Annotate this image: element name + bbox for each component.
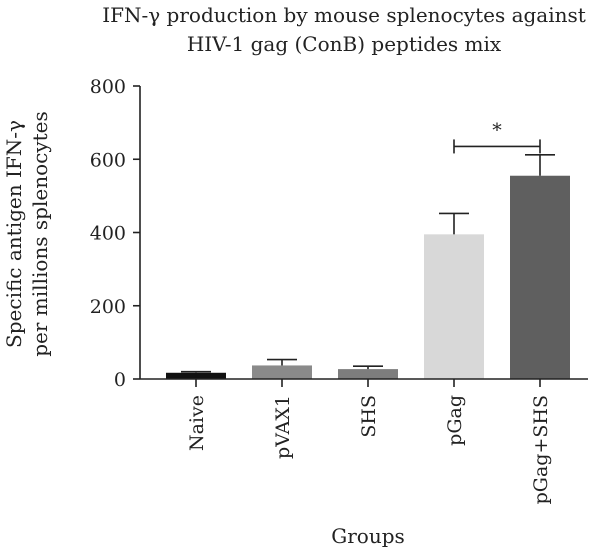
category-label-1: pVAX1 — [272, 395, 294, 459]
bar-0 — [166, 372, 226, 379]
chart-title-line-1: IFN-γ production by mouse splenocytes ag… — [102, 3, 586, 27]
bar-3 — [424, 234, 484, 379]
y-tick-label-2: 400 — [90, 223, 126, 245]
chart-title-line-2: HIV-1 gag (ConB) peptides mix — [187, 32, 502, 56]
significance-label: * — [492, 119, 502, 141]
plot-area: 0 200 400 600 800 Naive pVAX1 SHS pGag pGag+SHS * — [90, 76, 588, 504]
bar-2 — [338, 369, 398, 379]
y-tick-label-1: 200 — [90, 296, 126, 318]
y-axis-label: Specific antigen IFN-γ per millions sple… — [2, 111, 52, 357]
category-label-2: SHS — [358, 395, 380, 438]
y-axis-label-line-1: Specific antigen IFN-γ — [2, 120, 26, 348]
chart-title: IFN-γ production by mouse splenocytes ag… — [102, 3, 586, 56]
y-tick-label-4: 800 — [90, 76, 126, 98]
y-tick-label-3: 600 — [90, 149, 126, 171]
category-label-0: Naive — [186, 395, 208, 451]
category-label-4: pGag+SHS — [530, 395, 552, 504]
y-tick-label-0: 0 — [114, 369, 126, 391]
y-axis-label-line-2: per millions splenocytes — [28, 111, 52, 357]
bar-4 — [510, 175, 570, 379]
x-axis-label: Groups — [331, 524, 405, 548]
category-label-3: pGag — [444, 395, 466, 446]
bar-1 — [252, 365, 312, 379]
